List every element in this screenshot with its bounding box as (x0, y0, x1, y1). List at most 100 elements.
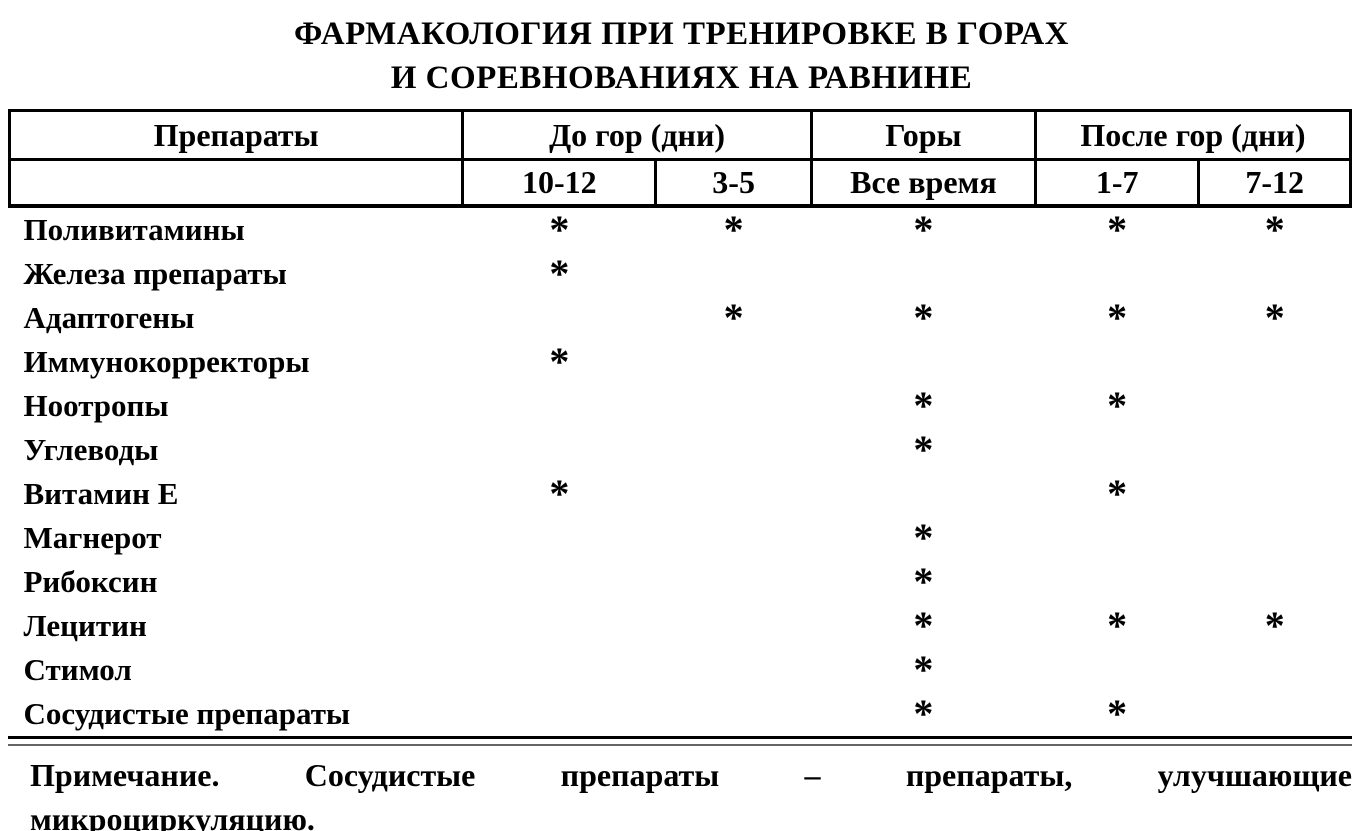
subheader-after-7-12: 7-12 (1197, 158, 1352, 208)
empty-marker-cell (1035, 516, 1199, 560)
empty-marker-cell (1199, 692, 1351, 736)
table-row: Адаптогены * * * * (10, 296, 1351, 340)
asterisk-marker-cell: * (913, 647, 934, 692)
page-title-line-1: ФАРМАКОЛОГИЯ ПРИ ТРЕНИРОВКЕ В ГОРАХ (293, 16, 1070, 52)
bottom-thin-rule (8, 744, 1352, 746)
asterisk-marker-cell: * (1107, 471, 1128, 516)
drug-name-cell: Поливитамины (23, 212, 245, 247)
asterisk-marker-cell: * (913, 691, 934, 736)
footnote: Примечание. Сосудистые препараты – препа… (30, 753, 1352, 831)
empty-marker-cell (463, 648, 656, 692)
asterisk-marker-cell: * (1107, 295, 1128, 340)
empty-marker-cell (463, 560, 656, 604)
drug-name-cell: Иммунокорректоры (23, 344, 310, 379)
empty-marker-cell (1199, 252, 1351, 296)
drug-name-cell: Витамин Е (23, 476, 179, 511)
subheader-before-10-12: 10-12 (461, 158, 658, 208)
subheader-after-1-7: 1-7 (1033, 158, 1201, 208)
table-row: Иммунокорректоры * (10, 340, 1351, 384)
drug-name-cell: Сосудистые препараты (23, 696, 351, 731)
table-row: Магнерот * (10, 516, 1351, 560)
empty-marker-cell (811, 252, 1035, 296)
asterisk-marker-cell: * (549, 251, 570, 296)
header-row-groups: Препараты До гор (дни) Горы После гор (д… (7, 109, 1353, 161)
footnote-line-2: микроциркуляцию. (30, 801, 315, 831)
header-mountains: Горы (809, 109, 1037, 161)
asterisk-marker-cell: * (913, 383, 934, 428)
drug-name-cell: Стимол (23, 652, 132, 687)
empty-marker-cell (463, 296, 656, 340)
asterisk-marker-cell: * (1107, 383, 1128, 428)
empty-marker-cell (656, 692, 812, 736)
empty-marker-cell (463, 384, 656, 428)
table-row: Витамин Е * * (10, 472, 1351, 516)
page-title: ФАРМАКОЛОГИЯ ПРИ ТРЕНИРОВКЕ В ГОРАХ И СО… (0, 0, 1363, 100)
table-row: Поливитамины * * * * * (10, 206, 1351, 252)
asterisk-marker-cell: * (1107, 207, 1128, 252)
empty-marker-cell (463, 604, 656, 648)
drug-name-cell: Магнерот (23, 520, 162, 555)
table-row: Рибоксин * (10, 560, 1351, 604)
empty-marker-cell (1035, 428, 1199, 472)
empty-marker-cell (656, 560, 812, 604)
empty-marker-cell (1199, 428, 1351, 472)
asterisk-marker-cell: * (1107, 691, 1128, 736)
header-before-mountains: До гор (дни) (461, 109, 813, 161)
empty-marker-cell (656, 604, 812, 648)
table-row: Лецитин * * * (10, 604, 1351, 648)
table-body: Поливитамины * * * * * Железа препараты * Адапто… (10, 206, 1351, 736)
asterisk-marker-cell: * (913, 207, 934, 252)
pharmacology-table-wrap: Препараты До гор (дни) Горы После гор (д… (7, 109, 1353, 739)
footnote-line-1: Примечание. Сосудистые препараты – препа… (30, 757, 1352, 793)
asterisk-marker-cell: * (913, 515, 934, 560)
asterisk-marker-cell: * (723, 207, 744, 252)
table-row: Стимол * (10, 648, 1351, 692)
empty-marker-cell (656, 252, 812, 296)
empty-marker-cell (1035, 648, 1199, 692)
asterisk-marker-cell: * (723, 295, 744, 340)
empty-marker-cell (811, 340, 1035, 384)
asterisk-marker-cell: * (1107, 603, 1128, 648)
empty-marker-cell (1035, 560, 1199, 604)
drug-name-cell: Рибоксин (23, 564, 158, 599)
table-row: Ноотропы * * (10, 384, 1351, 428)
empty-marker-cell (656, 648, 812, 692)
empty-marker-cell (463, 692, 656, 736)
drug-name-cell: Ноотропы (23, 388, 169, 423)
header-empty-cell (7, 158, 465, 208)
subheader-mountains-all-time: Все время (809, 158, 1037, 208)
empty-marker-cell (1199, 560, 1351, 604)
empty-marker-cell (811, 472, 1035, 516)
empty-marker-cell (1199, 472, 1351, 516)
empty-marker-cell (656, 472, 812, 516)
asterisk-marker-cell: * (1264, 295, 1285, 340)
empty-marker-cell (656, 384, 812, 428)
asterisk-marker-cell: * (549, 471, 570, 516)
drug-name-cell: Углеводы (23, 432, 159, 467)
drug-name-cell: Лецитин (23, 608, 147, 643)
drug-name-cell: Адаптогены (23, 300, 195, 335)
empty-marker-cell (1199, 648, 1351, 692)
table-header: Препараты До гор (дни) Горы После гор (д… (7, 109, 1353, 208)
asterisk-marker-cell: * (913, 603, 934, 648)
empty-marker-cell (1199, 340, 1351, 384)
header-after-mountains: После гор (дни) (1033, 109, 1353, 161)
empty-marker-cell (463, 428, 656, 472)
empty-marker-cell (1035, 340, 1199, 384)
empty-marker-cell (656, 428, 812, 472)
asterisk-marker-cell: * (1264, 207, 1285, 252)
empty-marker-cell (1199, 516, 1351, 560)
empty-marker-cell (1199, 384, 1351, 428)
empty-marker-cell (656, 340, 812, 384)
asterisk-marker-cell: * (913, 295, 934, 340)
drug-name-cell: Железа препараты (23, 256, 287, 291)
pharmacology-table: Препараты До гор (дни) Горы После гор (д… (7, 109, 1353, 736)
table-row: Сосудистые препараты * * (10, 692, 1351, 736)
header-drugs: Препараты (7, 109, 465, 161)
asterisk-marker-cell: * (549, 207, 570, 252)
empty-marker-cell (463, 516, 656, 560)
subheader-before-3-5: 3-5 (654, 158, 813, 208)
asterisk-marker-cell: * (913, 559, 934, 604)
asterisk-marker-cell: * (549, 339, 570, 384)
